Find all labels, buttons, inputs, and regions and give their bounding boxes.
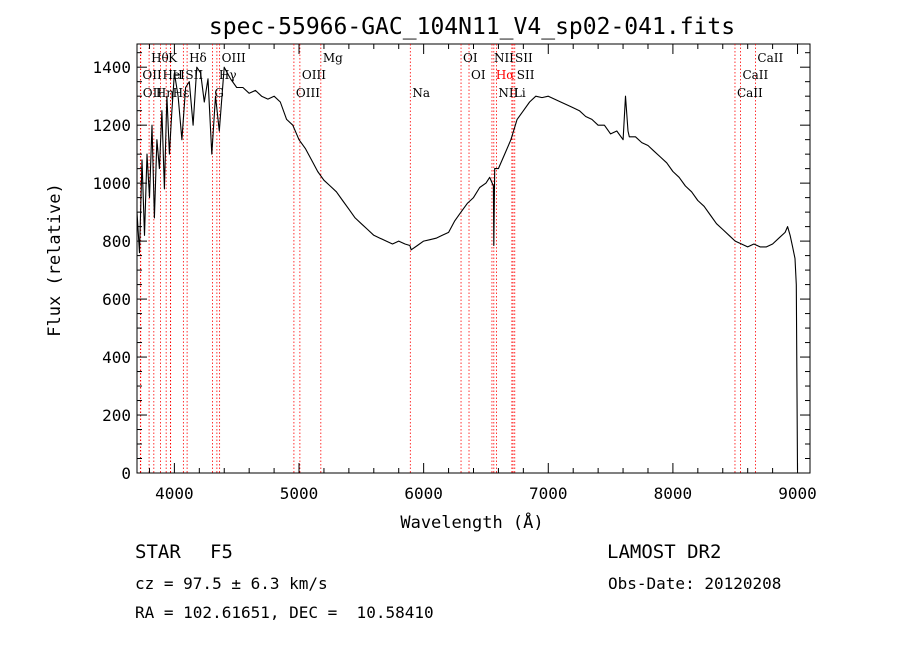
sky-coordinates: RA = 102.61651, DEC = 10.58410 xyxy=(135,603,434,622)
marker-label: NII xyxy=(498,86,518,100)
y-tick-label: 800 xyxy=(102,232,131,251)
marker-label: OI xyxy=(463,51,478,65)
marker-label: Hη xyxy=(156,86,174,100)
marker-label: K xyxy=(168,51,178,65)
y-tick-label: 1400 xyxy=(92,58,131,77)
marker-label: OII xyxy=(143,86,163,100)
marker-label: Hε xyxy=(173,86,190,100)
marker-label: Hδ xyxy=(189,51,207,65)
marker-label: Hθ xyxy=(151,51,169,65)
x-tick-label: 7000 xyxy=(529,484,568,503)
spectrum-series-line xyxy=(136,66,799,471)
chart-title: spec-55966-GAC_104N11_V4_sp02-041.fits xyxy=(209,14,735,40)
marker-label: G xyxy=(214,86,224,100)
x-tick-label: 6000 xyxy=(404,484,443,503)
marker-label: Mg xyxy=(323,51,343,65)
y-tick-label: 400 xyxy=(102,348,131,367)
marker-label: H xyxy=(172,68,182,82)
marker-label: OIII xyxy=(302,68,326,82)
x-tick-label: 5000 xyxy=(280,484,319,503)
marker-label: CaII xyxy=(737,86,763,100)
object-class: STAR xyxy=(135,541,181,563)
marker-label: CaII xyxy=(757,51,783,65)
x-tick-label: 8000 xyxy=(654,484,693,503)
marker-label: OIII xyxy=(296,86,320,100)
y-tick-label: 0 xyxy=(121,464,131,483)
x-axis-label: Wavelength (Å) xyxy=(400,511,543,533)
marker-label: SII xyxy=(517,68,535,82)
marker-label: CaII xyxy=(742,68,768,82)
y-tick-label: 600 xyxy=(102,290,131,309)
survey-name: LAMOST DR2 xyxy=(607,541,722,563)
marker-label: SII xyxy=(185,68,203,82)
marker-label: OII xyxy=(142,68,162,82)
marker-label: OI xyxy=(471,68,486,82)
y-tick-label: 1200 xyxy=(92,116,131,135)
marker-label: Hα xyxy=(496,68,515,82)
y-tick-label: 200 xyxy=(102,406,131,425)
x-tick-label: 9000 xyxy=(778,484,817,503)
y-tick-label: 1000 xyxy=(92,174,131,193)
marker-label: Na xyxy=(412,86,430,100)
marker-label: SII xyxy=(515,51,533,65)
marker-label: Li xyxy=(514,86,526,100)
marker-label: Hγ xyxy=(219,68,237,82)
observation-date: Obs-Date: 20120208 xyxy=(608,574,782,593)
redshift-readout: cz = 97.5 ± 6.3 km/s xyxy=(135,574,328,593)
spectral-subclass: F5 xyxy=(210,541,233,563)
x-tick-label: 4000 xyxy=(155,484,194,503)
marker-label: OIII xyxy=(222,51,246,65)
marker-label: NII xyxy=(494,51,514,65)
y-axis-label: Flux (relative) xyxy=(45,183,65,337)
plot-frame xyxy=(136,43,811,474)
